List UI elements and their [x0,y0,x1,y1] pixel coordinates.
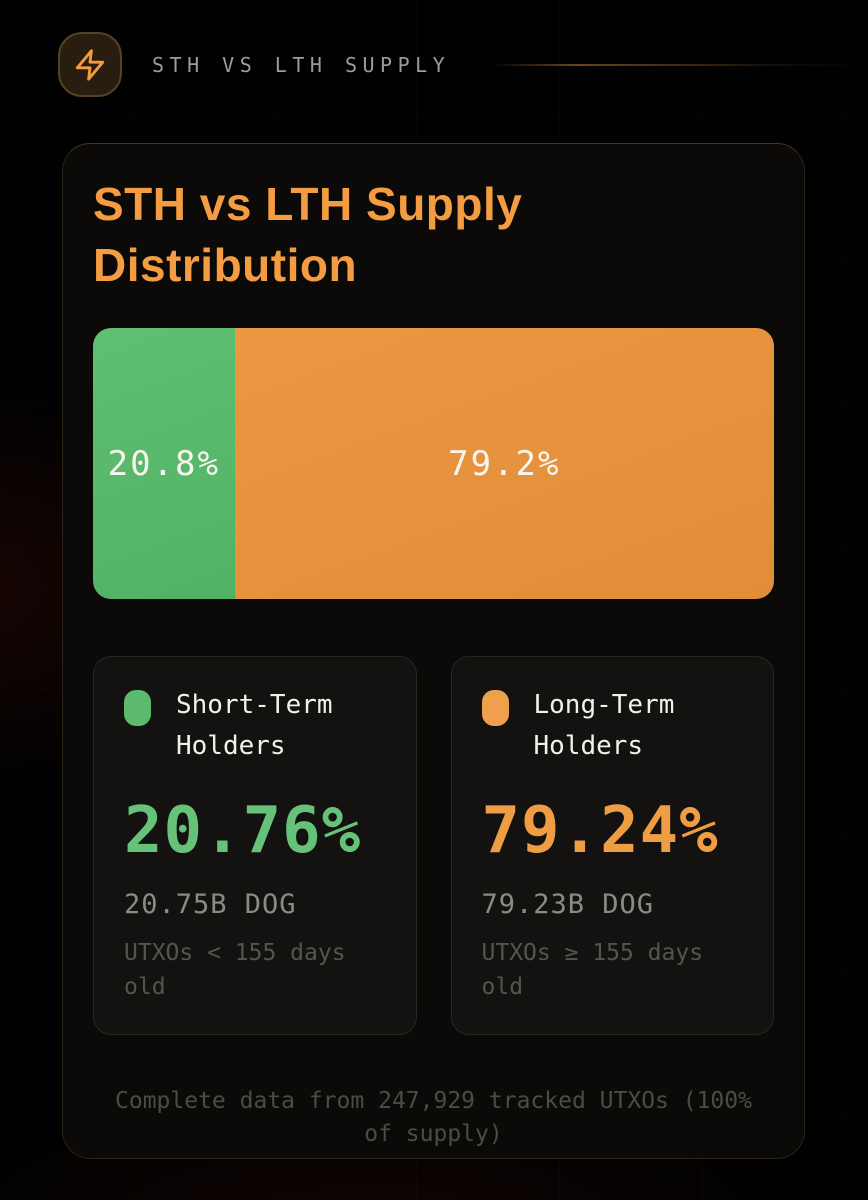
short-term-holders-card: Short-Term Holders 20.76% 20.75B DOG UTX… [93,656,417,1035]
sth-bar-label: 20.8% [107,443,220,484]
sth-legend-dot [124,690,151,726]
lightning-badge [58,32,122,97]
supply-distribution-card: STH vs LTH Supply Distribution 20.8% 79.… [62,143,805,1159]
lth-bar-label: 79.2% [448,443,561,484]
supply-stacked-bar: 20.8% 79.2% [93,328,774,599]
short-term-holders-header: Short-Term Holders [124,685,386,767]
page-header: STH VS LTH SUPPLY [0,0,868,97]
page-header-title: STH VS LTH SUPPLY [152,52,451,77]
lth-name: Long-Term Holders [533,690,675,761]
sth-bar-segment: 20.8% [93,328,235,599]
header-divider-line [492,63,868,66]
stats-row: Short-Term Holders 20.76% 20.75B DOG UTX… [93,656,774,1035]
card-title: STH vs LTH Supply Distribution [93,178,523,291]
long-term-holders-header: Long-Term Holders [481,685,744,767]
long-term-holders-card: Long-Term Holders 79.24% 79.23B DOG UTXO… [450,656,774,1035]
data-coverage-footnote: Complete data from 247,929 tracked UTXOs… [115,1088,752,1147]
sth-percent-value: 20.76% [124,794,362,868]
lth-bar-segment: 79.2% [234,328,774,599]
lightning-icon [73,48,107,82]
sth-amount: 20.75B DOG [124,889,297,920]
sth-name: Short-Term Holders [176,690,333,761]
sth-definition: UTXOs < 155 days old [124,940,346,1000]
lth-definition: UTXOs ≥ 155 days old [481,940,704,1000]
lth-percent-value: 79.24% [481,794,719,868]
lth-amount: 79.23B DOG [481,889,655,920]
lth-legend-dot [481,690,509,726]
